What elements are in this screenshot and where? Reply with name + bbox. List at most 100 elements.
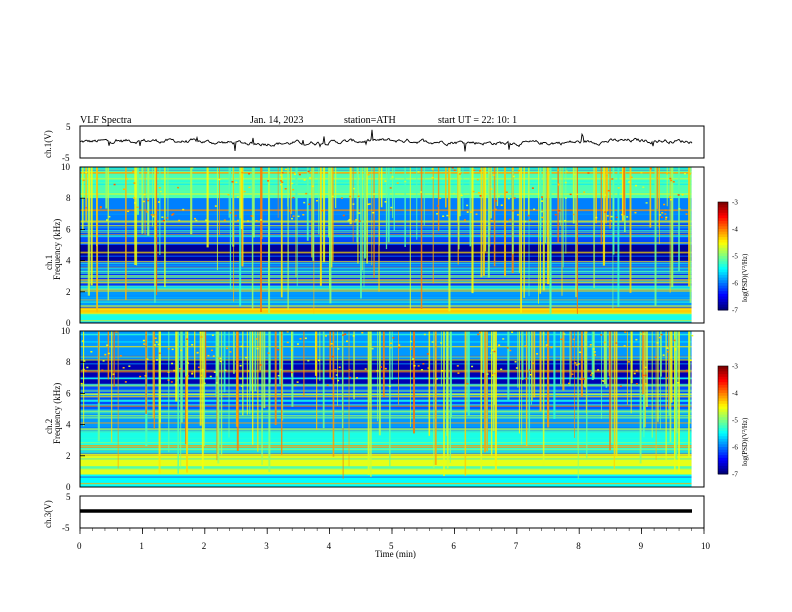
frequency-tick-label: 4 xyxy=(66,420,71,430)
spectrogram-streak xyxy=(602,167,606,266)
spectrogram-streak xyxy=(613,331,616,469)
colorbar-segment xyxy=(718,253,728,257)
spectrogram-speckle xyxy=(267,352,270,354)
spectrogram-speckle xyxy=(143,193,146,196)
spectrogram-streak xyxy=(557,167,559,243)
spectrogram-speckle xyxy=(186,385,189,387)
spectrogram-speckle xyxy=(291,217,294,220)
colorbar-segment xyxy=(718,406,728,410)
spectrogram-speckle xyxy=(279,180,282,182)
spectrogram-speckle xyxy=(234,214,237,217)
spectrogram-speckle xyxy=(557,183,560,185)
time-tick-label: 10 xyxy=(701,541,711,551)
spectrogram-speckle xyxy=(457,372,460,374)
frequency-tick-label: 0 xyxy=(66,482,71,492)
spectrogram-speckle xyxy=(124,381,127,383)
spectrogram-streak xyxy=(96,167,99,313)
spectrogram-line xyxy=(80,236,692,238)
spectrogram-speckle xyxy=(342,214,345,217)
spectrogram-streak xyxy=(356,167,359,243)
spectrogram-band-3 xyxy=(80,409,692,431)
spectrogram-speckle xyxy=(389,187,392,189)
spectrogram-speckle xyxy=(610,215,613,218)
ch1-ytick-neg5: -5 xyxy=(62,153,70,163)
spectrogram-streak xyxy=(484,331,487,453)
spectrogram-speckle xyxy=(531,187,534,189)
spectrogram-speckle xyxy=(85,171,88,173)
spectrogram-speckle xyxy=(191,371,194,373)
spectrogram-streak xyxy=(603,331,606,385)
spectrogram-streak xyxy=(611,331,613,443)
spectrogram-streak xyxy=(448,167,451,312)
spectrogram-streak xyxy=(268,331,271,383)
spectrogram-speckle xyxy=(243,190,246,193)
spectrogram-speckle xyxy=(466,382,469,385)
spectrogram-streak xyxy=(331,167,333,268)
colorbar-segment xyxy=(718,438,728,443)
spectrogram-speckle xyxy=(493,372,496,375)
frequency-tick-label: 10 xyxy=(61,162,71,172)
spectrogram-streak xyxy=(263,331,266,409)
spectrogram-streak xyxy=(107,167,109,301)
spectrogram-speckle xyxy=(255,220,258,222)
spectrogram-speckle xyxy=(419,191,422,193)
spectrogram-speckle xyxy=(352,335,355,337)
spectrogram-speckle xyxy=(506,347,509,349)
spectrogram-speckle xyxy=(240,385,243,387)
spectrogram-speckle xyxy=(219,360,222,363)
spectrogram-speckle xyxy=(476,179,479,181)
spectrogram-streak xyxy=(335,167,337,209)
spectrogram-speckle xyxy=(572,213,575,216)
spectrogram-streak xyxy=(117,331,119,469)
spectrogram-line xyxy=(80,272,692,274)
colorbar-tick-label: -7 xyxy=(732,471,738,479)
spectrogram-streak xyxy=(337,331,338,406)
spectrogram-streak xyxy=(239,167,242,307)
colorbar-segment xyxy=(718,242,728,246)
spectrogram-speckle xyxy=(574,362,577,364)
spectrogram-line xyxy=(80,295,692,297)
colorbar-segment xyxy=(718,422,728,426)
spectrogram-streak xyxy=(220,331,223,456)
spectrogram-streak xyxy=(152,331,154,418)
spectrogram-streak xyxy=(145,331,147,414)
colorbar-segment xyxy=(718,374,728,378)
spectrogram-line xyxy=(80,395,692,398)
spectrogram-streak xyxy=(105,167,108,209)
spectrogram-streak xyxy=(549,167,552,314)
spectrogram-speckle xyxy=(158,187,161,189)
spectrogram-streak xyxy=(329,167,331,289)
spectrogram-streak xyxy=(572,167,575,224)
spectrogram-speckle xyxy=(509,218,512,221)
ch1-spectrogram-frame xyxy=(79,166,705,324)
spectrogram-streak xyxy=(471,167,474,294)
spectrogram-line xyxy=(80,177,692,180)
spectrogram-speckle xyxy=(541,196,544,198)
spectrogram-streak xyxy=(518,331,520,434)
spectrogram-speckle xyxy=(392,337,395,339)
spectrogram-speckle xyxy=(624,331,627,333)
spectrogram-streak xyxy=(367,331,370,475)
spectrogram-speckle xyxy=(573,173,576,176)
spectrogram-speckle xyxy=(678,208,681,210)
spectrogram-speckle xyxy=(665,172,668,175)
colorbar-segment xyxy=(718,403,728,407)
spectrogram-line xyxy=(80,264,692,267)
spectrogram-speckle xyxy=(684,172,687,175)
spectrogram-streak xyxy=(291,331,294,407)
spectrogram-streak xyxy=(562,167,564,268)
spectrogram-streak xyxy=(544,167,547,244)
spectrogram-streak xyxy=(420,167,423,309)
spectrogram-streak xyxy=(562,331,565,391)
spectrogram-line xyxy=(80,411,692,413)
colorbar-segment xyxy=(718,204,728,208)
spectrogram-speckle xyxy=(157,201,160,203)
spectrogram-streak xyxy=(669,167,671,293)
spectrogram-speckle xyxy=(590,374,593,376)
spectrogram-streak xyxy=(612,167,615,255)
spectrogram-speckle xyxy=(182,208,185,211)
spectrogram-line xyxy=(80,276,692,278)
spectrogram-speckle xyxy=(677,194,680,196)
colorbar-segment xyxy=(718,455,728,459)
